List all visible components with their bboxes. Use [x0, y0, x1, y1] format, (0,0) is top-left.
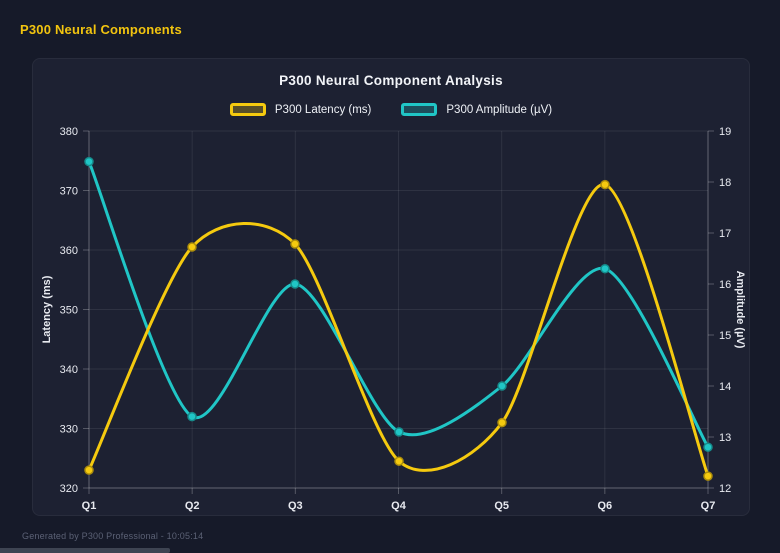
- data-point-latency[interactable]: [497, 417, 507, 428]
- chart-title: P300 Neural Component Analysis: [279, 73, 503, 88]
- left-axis-tick-label: 320: [60, 483, 78, 495]
- right-axis-title: Amplitude (µV): [734, 271, 746, 349]
- x-axis-tick-label: Q5: [494, 500, 509, 512]
- data-point-latency[interactable]: [290, 239, 300, 249]
- right-axis-tick-label: 17: [719, 228, 731, 240]
- legend-item-latency[interactable]: P300 Latency (ms): [229, 103, 372, 116]
- legend-swatch-amplitude-icon: [401, 103, 438, 116]
- legend-label-latency: P300 Latency (ms): [274, 103, 372, 116]
- chart-legend: P300 Latency (ms) P300 Amplitude (µV): [33, 103, 749, 116]
- left-axis-tick-label: 370: [60, 186, 78, 198]
- data-point-amplitude[interactable]: [187, 411, 197, 422]
- left-axis-tick-label: 380: [60, 126, 78, 138]
- data-point-amplitude[interactable]: [84, 156, 94, 167]
- data-point-latency[interactable]: [84, 465, 94, 475]
- left-axis-title: Latency (ms): [41, 275, 53, 343]
- x-axis-tick-label: Q2: [185, 500, 200, 512]
- x-axis-tick-label: Q6: [597, 500, 612, 512]
- x-axis-tick-label: Q4: [391, 500, 407, 512]
- data-point-amplitude[interactable]: [703, 442, 713, 452]
- x-axis-tick-label: Q1: [82, 500, 97, 512]
- right-axis-tick-label: 14: [719, 381, 731, 393]
- footer-status-text: Generated by P300 Professional - 10:05:1…: [22, 531, 204, 541]
- x-axis-tick-label: Q3: [288, 500, 303, 512]
- data-point-amplitude[interactable]: [394, 427, 404, 437]
- data-point-amplitude[interactable]: [497, 381, 507, 391]
- right-axis-tick-label: 19: [719, 126, 731, 138]
- left-axis-tick-label: 360: [60, 245, 78, 257]
- left-axis-tick-label: 340: [60, 364, 78, 376]
- right-axis-tick-label: 15: [719, 330, 731, 342]
- left-axis-tick-label: 330: [60, 424, 78, 436]
- horizontal-scrollbar[interactable]: [0, 548, 170, 553]
- data-point-amplitude[interactable]: [290, 279, 300, 289]
- data-point-latency[interactable]: [703, 471, 713, 481]
- right-axis-tick-label: 16: [719, 279, 731, 291]
- data-point-latency[interactable]: [187, 242, 197, 252]
- right-axis-tick-label: 13: [719, 432, 731, 444]
- legend-item-amplitude[interactable]: P300 Amplitude (µV): [401, 103, 552, 116]
- x-axis-tick-label: Q7: [701, 500, 716, 512]
- chart-panel: P300 Neural Component Analysis P300 Late…: [32, 58, 750, 516]
- data-point-amplitude[interactable]: [600, 263, 610, 274]
- legend-label-amplitude: P300 Amplitude (µV): [446, 103, 553, 116]
- right-axis-tick-label: 18: [719, 177, 731, 189]
- chart-canvas: 320 330 340 350 360 370 380 12 13 14 15 16 17 18 19 Q1 Q…: [41, 126, 746, 512]
- page-title: P300 Neural Components: [20, 22, 182, 37]
- right-axis-tick-label: 12: [719, 483, 731, 495]
- left-axis-tick-label: 350: [60, 305, 78, 317]
- data-point-latency[interactable]: [600, 179, 610, 190]
- legend-swatch-latency-icon: [229, 103, 266, 116]
- data-point-latency[interactable]: [394, 456, 404, 466]
